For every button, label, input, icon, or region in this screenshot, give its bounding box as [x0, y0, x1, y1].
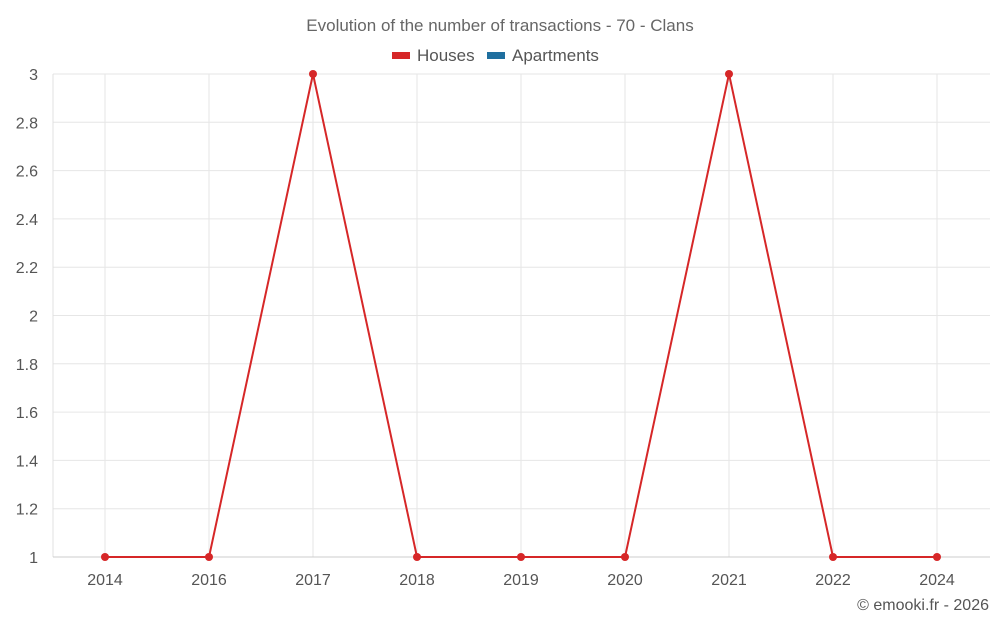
- y-tick-label: 3: [29, 67, 38, 84]
- data-point-houses[interactable]: [101, 553, 109, 561]
- grid: [52, 73, 990, 558]
- x-tick-label: 2019: [503, 572, 539, 589]
- legend-label-apartments[interactable]: Apartments: [512, 46, 599, 65]
- data-point-houses[interactable]: [621, 553, 629, 561]
- y-tick-label: 1.6: [16, 405, 38, 422]
- y-tick-label: 2.2: [16, 260, 38, 277]
- x-tick-label: 2016: [191, 572, 227, 589]
- data-point-houses[interactable]: [725, 70, 733, 78]
- data-point-houses[interactable]: [517, 553, 525, 561]
- x-axis: 2014 2016 2017 2018 2019 2020 2021 2022 2024: [53, 556, 990, 589]
- legend: Houses Apartments: [392, 46, 599, 65]
- y-tick-label: 2.8: [16, 115, 38, 132]
- x-tick-label: 2024: [919, 572, 955, 589]
- legend-swatch-apartments[interactable]: [487, 52, 505, 59]
- legend-label-houses[interactable]: Houses: [417, 46, 475, 65]
- y-tick-label: 1: [29, 550, 38, 567]
- y-tick-label: 2.4: [16, 212, 38, 229]
- data-point-houses[interactable]: [309, 70, 317, 78]
- x-tick-label: 2014: [87, 572, 123, 589]
- chart-title: Evolution of the number of transactions …: [306, 16, 693, 35]
- y-tick-label: 2: [29, 309, 38, 326]
- data-point-houses[interactable]: [205, 553, 213, 561]
- credit-text: © emooki.fr - 2026: [857, 597, 989, 614]
- data-point-houses[interactable]: [413, 553, 421, 561]
- series-houses: [101, 70, 941, 561]
- x-tick-label: 2021: [711, 572, 747, 589]
- x-tick-label: 2022: [815, 572, 851, 589]
- x-tick-label: 2018: [399, 572, 435, 589]
- y-tick-label: 1.2: [16, 502, 38, 519]
- y-axis: 1 1.2 1.4 1.6 1.8 2 2.2 2.4 2.6 2.8 3: [16, 67, 38, 567]
- x-tick-label: 2017: [295, 572, 331, 589]
- y-tick-label: 1.8: [16, 357, 38, 374]
- data-point-houses[interactable]: [933, 553, 941, 561]
- y-tick-label: 1.4: [16, 453, 38, 470]
- legend-swatch-houses[interactable]: [392, 52, 410, 59]
- data-point-houses[interactable]: [829, 553, 837, 561]
- x-tick-label: 2020: [607, 572, 643, 589]
- y-tick-label: 2.6: [16, 164, 38, 181]
